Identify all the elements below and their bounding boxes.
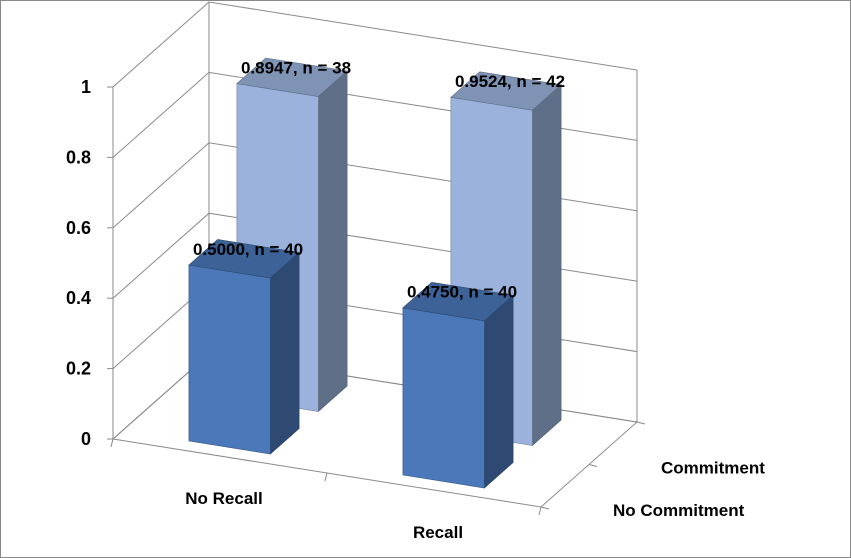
y-tick-label: 1 [81, 77, 91, 97]
bar-top [450, 71, 562, 111]
bar [402, 307, 485, 489]
category-label: No Recall [185, 489, 262, 508]
depth-tick-mark [636, 421, 646, 425]
bar-top [236, 57, 348, 97]
series-label: No Commitment [613, 501, 745, 520]
bar-top [402, 281, 514, 322]
series-label: Commitment [661, 458, 765, 477]
x-tick-mark [538, 506, 542, 516]
depth-tick-mark [588, 464, 598, 467]
data-label: 0.4750, n = 40 [407, 283, 517, 302]
y-tick-label: 0.6 [66, 218, 91, 238]
y-tick-label: 0.2 [66, 359, 91, 379]
bar [188, 264, 271, 455]
y-tick-label: 0.8 [66, 147, 91, 167]
x-tick-mark [110, 438, 114, 448]
depth-tick-mark [540, 506, 550, 510]
x-tick-mark [324, 472, 328, 482]
bar-side [269, 251, 300, 455]
y-tick-label: 0 [81, 429, 91, 449]
bar-side [317, 70, 348, 413]
data-label: 0.5000, n = 40 [193, 240, 303, 259]
y-tick-label: 0.4 [66, 288, 91, 308]
category-label: Recall [413, 523, 463, 542]
bar-side [483, 294, 514, 489]
bar-side [531, 84, 562, 447]
data-label: 0.9524, n = 42 [455, 72, 565, 91]
bar-top [188, 239, 300, 279]
data-label: 0.8947, n = 38 [241, 58, 351, 77]
